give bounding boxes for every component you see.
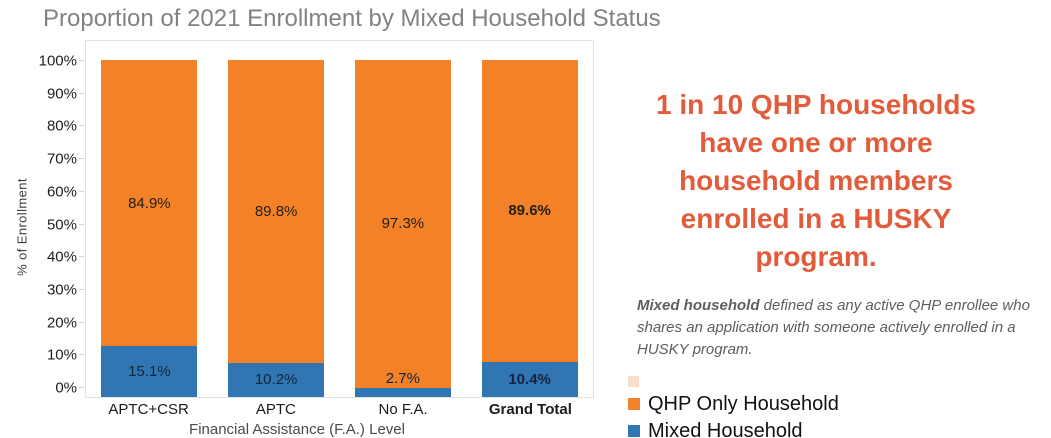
y-axis: 0% 10% 20% 30% 40% 50% 60% 70% 80% 90% 100% bbox=[0, 40, 84, 398]
value-label: 10.4% bbox=[508, 370, 551, 388]
y-tick-label: 30% bbox=[46, 281, 77, 299]
stacked-bar-no-f-a: 97.3% 2.7% bbox=[354, 60, 451, 397]
x-axis: APTC+CSR APTC No F.A. Grand Total bbox=[85, 401, 594, 418]
y-tick-label: 90% bbox=[46, 85, 77, 103]
bar-slot-no-f-a: 97.3% 2.7% bbox=[340, 60, 467, 397]
definition-note: Mixed household defined as any active QH… bbox=[637, 295, 1039, 361]
y-tick-label: 100% bbox=[38, 52, 77, 70]
y-tick-mark bbox=[79, 223, 84, 225]
qhp-only-household-segment: 89.8% bbox=[228, 60, 325, 363]
y-tick-mark bbox=[79, 321, 84, 323]
bar-slot-aptc-csr: 84.9% 15.1% bbox=[86, 60, 213, 397]
legend-ghost-swatch bbox=[628, 376, 639, 387]
definition-note-lead: Mixed household bbox=[637, 297, 760, 314]
x-tick-label-no-f-a: No F.A. bbox=[378, 401, 428, 418]
bars-container: 84.9% 15.1% 89.8% 10.2% 97.3% 2.7% 89.6% 10.4% bbox=[86, 41, 593, 397]
x-axis-title: Financial Assistance (F.A.) Level bbox=[189, 421, 405, 438]
y-tick-mark bbox=[79, 125, 84, 127]
x-tick-label-aptc: APTC bbox=[255, 401, 296, 418]
y-tick-mark bbox=[79, 190, 84, 192]
value-label: 2.7% bbox=[385, 369, 420, 387]
mixed-household-segment: 10.4% bbox=[481, 361, 578, 397]
stacked-bar-aptc: 89.8% 10.2% bbox=[228, 60, 325, 397]
y-tick-label: 60% bbox=[46, 183, 77, 201]
y-tick-mark bbox=[79, 288, 84, 290]
legend-label: Mixed Household bbox=[648, 419, 803, 438]
y-tick-label: 80% bbox=[46, 117, 77, 135]
stacked-bar-grand-total: 89.6% 10.4% bbox=[481, 60, 578, 397]
x-tick-label-grand-total: Grand Total bbox=[488, 401, 572, 418]
mixed-household-swatch-icon bbox=[628, 425, 640, 437]
value-label: 97.3% bbox=[381, 215, 425, 233]
value-label: 89.6% bbox=[508, 202, 551, 220]
y-tick-label: 70% bbox=[46, 150, 77, 168]
legend: QHP Only Household Mixed Household bbox=[628, 376, 839, 438]
qhp-only-household-segment: 89.6% bbox=[481, 60, 578, 362]
y-tick-label: 40% bbox=[46, 248, 77, 266]
chart-title: Proportion of 2021 Enrollment by Mixed H… bbox=[43, 5, 661, 32]
y-tick-mark bbox=[79, 92, 84, 94]
value-label: 10.2% bbox=[254, 371, 298, 389]
y-tick-mark bbox=[79, 158, 84, 160]
stacked-bar-aptc-csr: 84.9% 15.1% bbox=[101, 60, 198, 397]
legend-item-qhp-only: QHP Only Household bbox=[628, 392, 839, 416]
plot-area: 84.9% 15.1% 89.8% 10.2% 97.3% 2.7% 89.6% 10.4% bbox=[85, 40, 594, 398]
mixed-household-segment: 10.2% bbox=[228, 362, 325, 397]
y-tick-label: 0% bbox=[55, 379, 77, 397]
y-tick-mark bbox=[79, 256, 84, 258]
y-tick-label: 10% bbox=[46, 346, 77, 364]
qhp-only-household-segment: 97.3% bbox=[354, 60, 451, 388]
y-tick-mark bbox=[79, 354, 84, 356]
callout-text: 1 in 10 QHP households have one or more … bbox=[655, 89, 976, 273]
y-tick-label: 50% bbox=[46, 216, 77, 233]
y-tick-mark bbox=[79, 387, 84, 388]
y-tick-label: 20% bbox=[46, 314, 77, 332]
y-tick-mark bbox=[79, 60, 84, 61]
x-tick-label-aptc-csr: APTC+CSR bbox=[108, 401, 189, 418]
mixed-household-segment bbox=[354, 387, 451, 397]
legend-label: QHP Only Household bbox=[648, 392, 839, 415]
qhp-only-swatch-icon bbox=[628, 398, 640, 410]
value-label: 15.1% bbox=[128, 363, 171, 381]
value-label: 89.8% bbox=[254, 202, 298, 220]
qhp-only-household-segment: 84.9% bbox=[101, 60, 198, 347]
legend-item-mixed: Mixed Household bbox=[628, 419, 839, 438]
value-label: 84.9% bbox=[128, 194, 171, 212]
definition-note-rest: defined as any active QHP enrollee who s… bbox=[637, 297, 1030, 359]
mixed-household-segment: 15.1% bbox=[101, 346, 198, 397]
bar-slot-aptc: 89.8% 10.2% bbox=[213, 60, 340, 397]
bar-slot-grand-total: 89.6% 10.4% bbox=[466, 60, 593, 397]
